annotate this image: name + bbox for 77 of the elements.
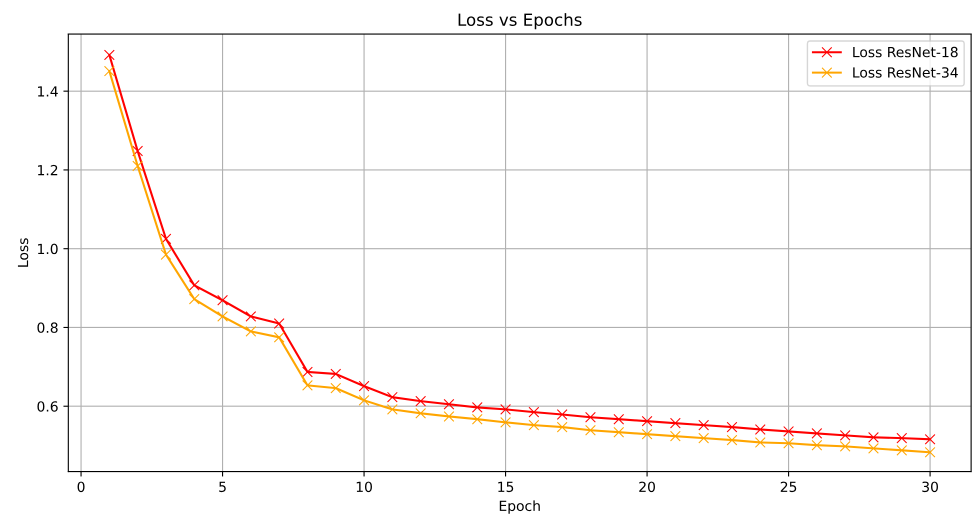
x-tick-label: 15	[498, 482, 514, 492]
point	[924, 434, 936, 445]
point	[386, 404, 398, 415]
legend-label: Loss ResNet-34	[853, 67, 958, 78]
point	[924, 446, 936, 458]
point	[585, 424, 596, 436]
x-tick-label: 30	[922, 482, 938, 492]
point	[528, 406, 540, 418]
point	[896, 444, 908, 456]
point	[386, 392, 398, 403]
point	[670, 430, 681, 442]
point	[188, 294, 200, 304]
y-tick-label: 1.0	[38, 244, 58, 254]
x-tick-label: 20	[639, 482, 655, 492]
point	[840, 441, 851, 452]
point	[217, 294, 228, 306]
point	[556, 409, 568, 420]
point	[868, 442, 879, 454]
point	[812, 428, 822, 439]
point	[104, 66, 115, 76]
point	[444, 398, 454, 410]
y-tick-label: 1.4	[38, 86, 58, 96]
x-axis-title: Epoch	[500, 500, 540, 514]
point	[160, 233, 172, 244]
point	[274, 332, 285, 343]
x-tick-label: 5	[219, 482, 226, 492]
point	[754, 437, 766, 448]
point	[472, 414, 483, 425]
chart-title: Loss vs Epochs	[458, 13, 582, 30]
point	[642, 428, 652, 440]
point	[613, 426, 624, 438]
point	[330, 368, 342, 380]
point	[444, 411, 454, 422]
point	[642, 416, 652, 427]
point	[358, 394, 370, 406]
legend-label: Loss ResNet-18	[853, 46, 958, 58]
point	[188, 280, 200, 291]
point	[783, 426, 794, 437]
point	[783, 438, 794, 449]
point	[500, 416, 511, 428]
point	[217, 311, 228, 322]
point	[726, 434, 738, 446]
point	[812, 440, 822, 451]
point	[613, 414, 624, 425]
point	[556, 422, 568, 432]
point	[754, 424, 766, 435]
point	[302, 380, 313, 391]
point	[698, 420, 710, 431]
point	[132, 160, 144, 172]
x-tick-label: 0	[78, 482, 85, 492]
point	[160, 249, 172, 260]
point	[868, 432, 879, 443]
point	[358, 380, 370, 392]
point	[896, 432, 908, 444]
point	[415, 408, 426, 419]
point	[726, 422, 738, 432]
y-tick-label: 0.6	[37, 401, 58, 412]
point	[302, 366, 313, 378]
point	[500, 404, 511, 415]
point	[698, 432, 710, 444]
x-tick-label: 25	[780, 482, 796, 492]
point	[415, 396, 426, 406]
point	[132, 146, 144, 156]
point	[585, 412, 596, 423]
x-tick-label: 10	[356, 482, 372, 492]
point	[104, 50, 115, 60]
point	[274, 318, 285, 329]
y-axis-title: Loss	[18, 238, 28, 267]
point	[245, 311, 256, 322]
point	[245, 326, 256, 337]
point	[528, 420, 540, 431]
point	[840, 430, 851, 441]
point	[472, 402, 483, 413]
point	[670, 418, 681, 429]
y-tick-label: 0.8	[37, 322, 58, 333]
point	[330, 382, 342, 394]
y-tick-label: 1.2	[38, 164, 58, 176]
